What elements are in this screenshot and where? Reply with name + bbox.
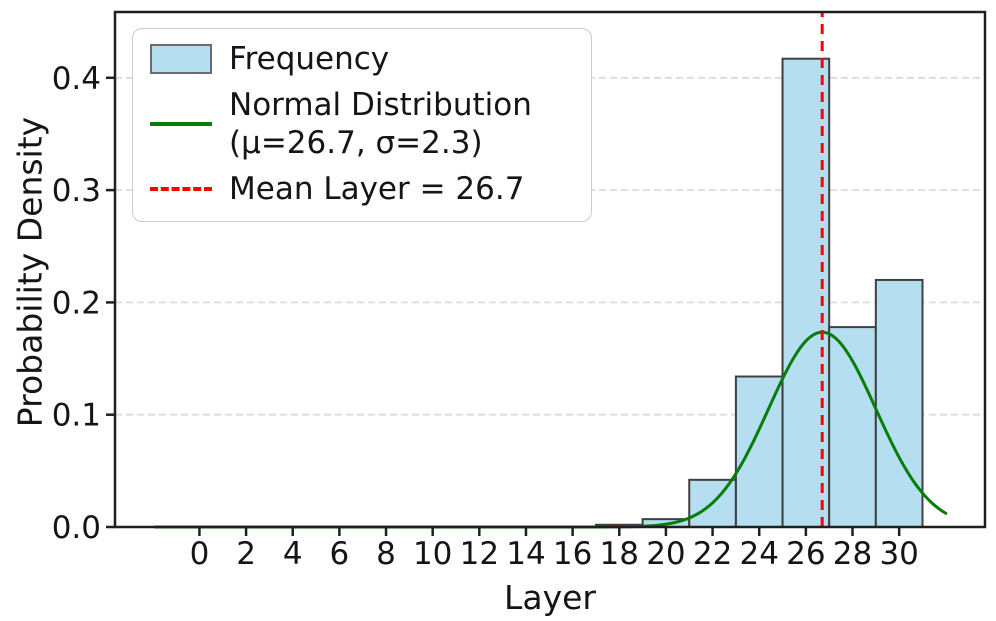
legend-item-frequency: Frequency <box>149 40 575 78</box>
x-tick-label: 24 <box>739 536 778 572</box>
x-tick-label: 30 <box>879 536 918 572</box>
y-tick-label: 0.3 <box>52 173 101 209</box>
x-tick-label: 26 <box>786 536 825 572</box>
x-tick-label: 28 <box>833 536 872 572</box>
x-tick-label: 12 <box>460 536 499 572</box>
mean-dashed-swatch <box>150 187 212 191</box>
x-axis-label: Layer <box>503 578 597 617</box>
y-tick-label: 0.0 <box>52 510 101 546</box>
x-tick-label: 16 <box>553 536 592 572</box>
frequency-patch-swatch <box>150 44 212 74</box>
y-tick-label: 0.2 <box>52 285 101 321</box>
x-tick-label: 10 <box>413 536 452 572</box>
x-tick-label: 20 <box>646 536 685 572</box>
legend-item-normal: Normal Distribution (μ=26.7, σ=2.3) <box>149 86 575 162</box>
x-tick-label: 2 <box>236 536 256 572</box>
frequency-swatch-cell <box>149 44 213 74</box>
plot-border <box>113 10 987 529</box>
histogram-bar <box>874 278 924 529</box>
legend-label-normal-line1: Normal Distribution <box>229 87 532 123</box>
x-tick-label: 6 <box>330 536 350 572</box>
legend-label-frequency: Frequency <box>229 41 390 77</box>
histogram-bar <box>781 57 831 528</box>
x-tick-label: 8 <box>376 536 396 572</box>
x-tick-label: 22 <box>693 536 732 572</box>
legend-label-normal-line2: (μ=26.7, σ=2.3) <box>229 125 483 161</box>
x-tick-label: 18 <box>600 536 639 572</box>
y-axis-label: Probability Density <box>10 116 50 428</box>
y-tick-label: 0.4 <box>52 61 101 97</box>
x-tick-label: 0 <box>190 536 210 572</box>
normal-line-swatch <box>150 122 212 126</box>
histogram-bar <box>828 326 877 529</box>
histogram-bar <box>734 375 784 529</box>
normal-swatch-cell <box>149 122 213 126</box>
x-tick-label: 14 <box>506 536 545 572</box>
x-tick-label: 4 <box>283 536 303 572</box>
legend-label-mean: Mean Layer = 26.7 <box>229 171 525 207</box>
legend-item-mean: Mean Layer = 26.7 <box>149 170 575 208</box>
y-tick-label: 0.1 <box>52 398 101 434</box>
mean-swatch-cell <box>149 187 213 191</box>
legend-label-normal: Normal Distribution (μ=26.7, σ=2.3) <box>229 86 532 162</box>
legend: Frequency Normal Distribution (μ=26.7, σ… <box>132 28 592 222</box>
